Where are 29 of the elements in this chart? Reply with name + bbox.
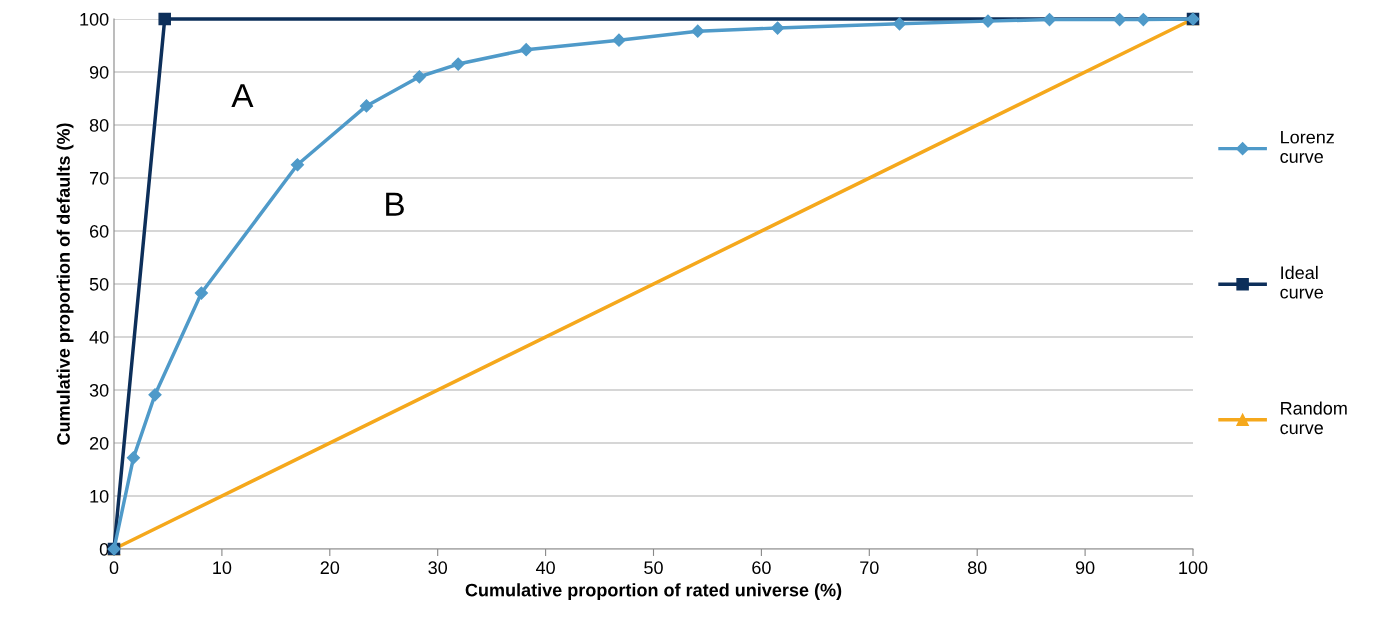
y-tick-label: 50 <box>89 277 109 291</box>
x-tick-label: 60 <box>752 561 771 575</box>
y-tick-label: 80 <box>89 118 109 132</box>
x-tick-label: 40 <box>535 561 555 575</box>
y-tick-label: 90 <box>89 65 109 79</box>
x-axis-title: Cumulative proportion of rated universe (%) <box>465 583 842 601</box>
y-axis-title: Cumulative proportion of defaults (%) <box>56 123 74 445</box>
y-tick-label: 40 <box>89 330 109 344</box>
y-tick-label: 0 <box>99 542 109 556</box>
legend-label: Ideal curve <box>1280 265 1323 299</box>
x-tick-label: 50 <box>644 561 663 575</box>
x-tick-label: 30 <box>428 561 448 575</box>
y-tick-label: 100 <box>80 12 109 26</box>
y-tick-label: 60 <box>89 224 109 238</box>
annotation: A <box>231 84 254 108</box>
legend-label: Random curve <box>1280 401 1347 435</box>
y-tick-label: 30 <box>89 383 109 397</box>
x-tick-label: 20 <box>320 561 340 575</box>
x-tick-label: 90 <box>1075 561 1095 575</box>
y-tick-label: 10 <box>90 489 109 503</box>
y-tick-label: 70 <box>89 171 109 185</box>
x-tick-label: 100 <box>1179 561 1208 575</box>
annotation: B <box>386 192 404 216</box>
x-tick-label: 0 <box>109 561 119 575</box>
x-tick-label: 70 <box>860 561 879 575</box>
x-tick-label: 80 <box>967 561 987 575</box>
legend-label: Lorenz curve <box>1280 130 1334 163</box>
x-tick-label: 10 <box>213 561 232 575</box>
y-tick-label: 20 <box>89 436 109 450</box>
